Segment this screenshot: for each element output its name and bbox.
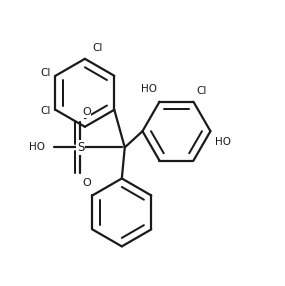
- Text: Cl: Cl: [92, 43, 103, 53]
- Text: Cl: Cl: [41, 68, 51, 78]
- Text: Cl: Cl: [196, 86, 207, 96]
- Text: O: O: [82, 107, 91, 117]
- Text: S: S: [77, 141, 84, 154]
- Text: HO: HO: [29, 142, 45, 152]
- Text: HO: HO: [141, 84, 156, 94]
- Text: Cl: Cl: [41, 106, 51, 116]
- Text: HO: HO: [215, 137, 231, 147]
- Text: O: O: [82, 178, 91, 188]
